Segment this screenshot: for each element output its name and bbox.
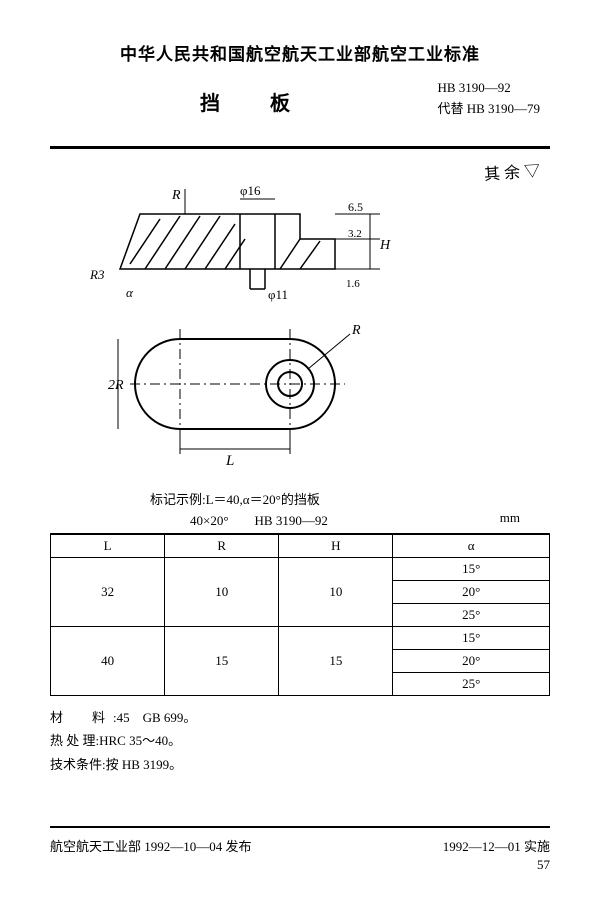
col-alpha: α xyxy=(393,534,550,558)
part-name: 挡板 xyxy=(200,87,340,116)
table-row: 32 10 10 15° xyxy=(51,558,550,581)
label-R: R xyxy=(171,188,181,203)
standard-codes: HB 3190—92 代替 HB 3190—79 xyxy=(437,78,540,120)
cell-alpha: 25° xyxy=(393,604,550,627)
bottom-rule xyxy=(50,826,550,828)
effective-text: 1992—12—01 实施 xyxy=(443,836,550,855)
label-H: H xyxy=(379,238,391,253)
col-R: R xyxy=(165,534,279,558)
top-rule xyxy=(50,146,550,149)
heat-value: :HRC 35～40。 xyxy=(96,733,182,748)
standard-code: HB 3190—92 xyxy=(437,78,540,99)
cell-R: 15 xyxy=(165,627,279,696)
cell-alpha: 15° xyxy=(393,558,550,581)
cell-alpha: 25° xyxy=(393,673,550,696)
spec-table: L R H α 32 10 10 15° 20° 25° 40 15 15 15… xyxy=(50,533,550,696)
replaces-code: 代替 HB 3190—79 xyxy=(437,99,540,120)
label-alpha: α xyxy=(126,285,134,300)
label-L: L xyxy=(225,453,234,469)
col-L: L xyxy=(51,534,165,558)
surface-finish-note: 其 余 ▽ xyxy=(483,157,541,185)
tech-value: :按 HB 3199。 xyxy=(102,757,182,772)
tech-label: 技术条件 xyxy=(50,757,102,772)
marking-example: 标记示例:L＝40,α＝20°的挡板 xyxy=(150,489,550,508)
label-32: 3.2 xyxy=(348,228,362,240)
publish-text: 航空航天工业部 1992—10—04 发布 xyxy=(50,836,252,855)
label-R3: R3 xyxy=(90,267,105,282)
notes-block: 材 料:45 GB 699。 热 处 理:HRC 35～40。 技术条件:按 H… xyxy=(50,706,550,776)
marking-spec-line: 40×20° HB 3190—92 mm xyxy=(190,510,550,529)
heat-label: 热 处 理 xyxy=(50,733,96,748)
engineering-drawing: 其 余 ▽ R φ16 6.5 3.2 H 1.6 R3 α φ11 xyxy=(50,159,550,479)
footer-row: 航空航天工业部 1992—10—04 发布 1992—12—01 实施 xyxy=(50,836,550,855)
spec-size: 40×20° xyxy=(190,513,229,528)
label-phi11: φ11 xyxy=(268,287,288,302)
cell-alpha: 15° xyxy=(393,627,550,650)
label-phi16: φ16 xyxy=(240,183,261,198)
unit-label: mm xyxy=(500,510,520,529)
cell-alpha: 20° xyxy=(393,650,550,673)
cell-H: 15 xyxy=(279,627,393,696)
cell-L: 32 xyxy=(51,558,165,627)
drawing-svg: R φ16 6.5 3.2 H 1.6 R3 α φ11 2R xyxy=(90,169,450,479)
cell-L: 40 xyxy=(51,627,165,696)
label-tri16: 1.6 xyxy=(346,278,360,290)
table-header-row: L R H α xyxy=(51,534,550,558)
label-R-plan: R xyxy=(351,323,361,338)
spec-std: HB 3190—92 xyxy=(255,513,328,528)
page-title: 中华人民共和国航空航天工业部航空工业标准 xyxy=(50,40,550,65)
page-number: 57 xyxy=(50,857,550,873)
cell-alpha: 20° xyxy=(393,581,550,604)
label-2R: 2R xyxy=(108,378,124,393)
material-value: :45 GB 699。 xyxy=(113,710,196,725)
label-65: 6.5 xyxy=(348,200,363,214)
table-row: 40 15 15 15° xyxy=(51,627,550,650)
cell-R: 10 xyxy=(165,558,279,627)
col-H: H xyxy=(279,534,393,558)
material-label: 材 料 xyxy=(50,710,113,725)
cell-H: 10 xyxy=(279,558,393,627)
